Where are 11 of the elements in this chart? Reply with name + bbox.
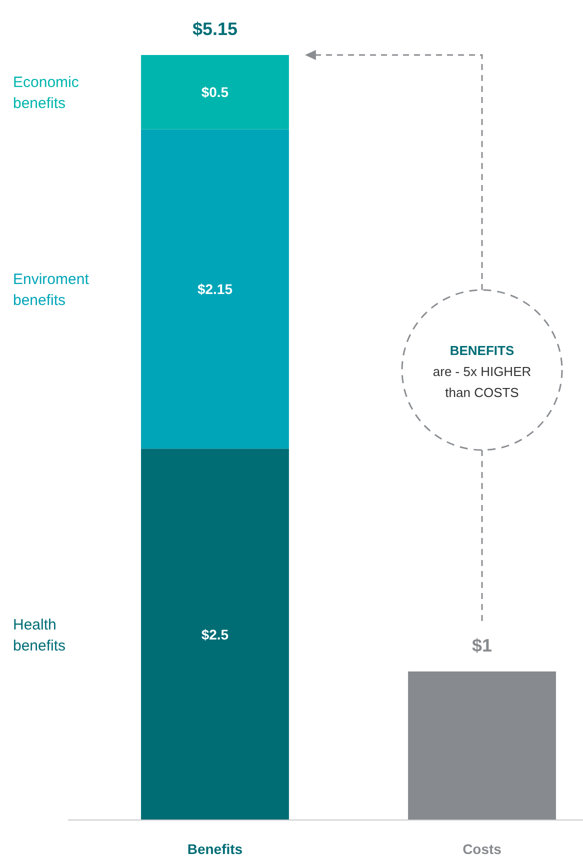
text: Health benefits (13, 616, 66, 654)
text: Enviroment benefits (13, 270, 90, 309)
data-label: $2.15 (197, 280, 233, 297)
data-label: $2.5 (201, 626, 229, 642)
x-tick-label: Benefits (187, 841, 243, 856)
x-tick-label: Costs (462, 841, 502, 856)
text: Economic benefits (13, 74, 80, 112)
annotation: BENEFITS are - 5x HIGHER than COSTS (432, 343, 532, 400)
data-label: $0.5 (201, 84, 229, 100)
total-label: $5.15 (192, 19, 238, 39)
total-label: $1 (472, 635, 492, 656)
